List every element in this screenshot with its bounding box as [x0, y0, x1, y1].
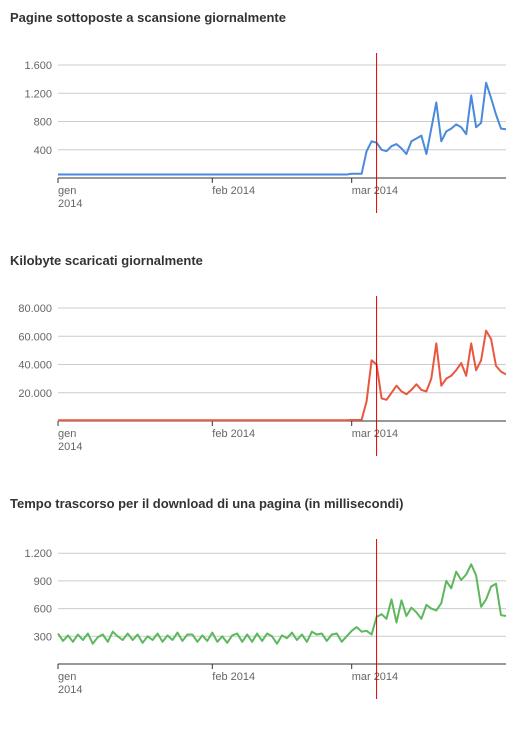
ytick-label: 1.200 [24, 88, 52, 100]
xtick-label: feb 2014 [212, 185, 255, 197]
data-line-time [58, 564, 506, 643]
xtick-label: gen [58, 185, 76, 197]
chart-pages: Pagine sottoposte a scansione giornalmen… [10, 10, 506, 213]
chart-title-kb: Kilobyte scaricati giornalmente [10, 253, 506, 268]
xtick-label: feb 2014 [212, 428, 255, 440]
ytick-label: 900 [34, 576, 52, 588]
ytick-label: 600 [34, 604, 52, 616]
xtick-label: mar 2014 [352, 671, 398, 683]
xtick-label: mar 2014 [352, 428, 398, 440]
xtick-label: mar 2014 [352, 185, 398, 197]
chart-title-pages: Pagine sottoposte a scansione giornalmen… [10, 10, 506, 25]
data-line-kb [58, 331, 506, 421]
ytick-label: 1.600 [24, 60, 52, 72]
chart-svg-time: 300 600 900 1.200 gen2014 feb 2014 mar 2014 [10, 539, 506, 699]
ytick-label: 40.000 [18, 360, 52, 372]
xtick-label: gen [58, 671, 76, 683]
ytick-label: 800 [34, 117, 52, 129]
chart-kb: Kilobyte scaricati giornalmente 20.000 40.… [10, 253, 506, 456]
chart-time: Tempo trascorso per il download di una p… [10, 496, 506, 699]
ytick-label: 80.000 [18, 303, 52, 315]
ytick-label: 20.000 [18, 388, 52, 400]
xtick-label: feb 2014 [212, 671, 255, 683]
chart-svg-pages: 400 800 1.200 1.600 gen2014 feb 2014 mar 2014 [10, 53, 506, 213]
xtick-label-year: 2014 [58, 684, 82, 696]
ytick-label: 1.200 [24, 548, 52, 560]
ytick-label: 60.000 [18, 331, 52, 343]
chart-svg-kb: 20.000 40.000 60.000 80.000 gen2014 feb 2014 m… [10, 296, 506, 456]
ytick-label: 400 [34, 145, 52, 157]
ytick-label: 300 [34, 631, 52, 643]
data-line-pages [58, 83, 506, 175]
xtick-label: gen [58, 428, 76, 440]
charts-container: Pagine sottoposte a scansione giornalmen… [10, 10, 506, 699]
xtick-label-year: 2014 [58, 198, 82, 210]
xtick-label-year: 2014 [58, 441, 82, 453]
chart-title-time: Tempo trascorso per il download di una p… [10, 496, 506, 511]
